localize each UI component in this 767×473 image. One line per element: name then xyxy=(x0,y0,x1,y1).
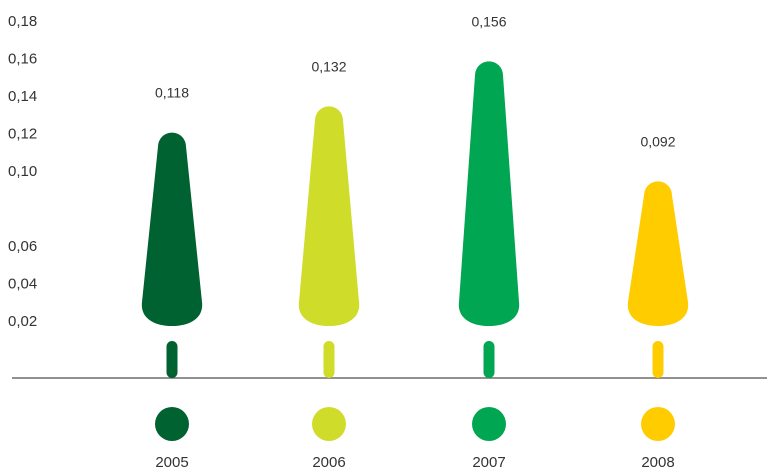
tree-bars: 0,118 2005 0,132 2006 0,156 2007 0,092 2008 xyxy=(141,13,689,471)
tree-bar-2008: 0,092 2008 xyxy=(627,133,689,471)
bar-trunk xyxy=(483,341,495,378)
y-axis-tick-labels: 0,02 0,04 0,06 0,10 0,12 0,14 0,16 0,18 xyxy=(8,13,37,330)
bar-canopy xyxy=(298,106,360,326)
y-tick-label: 0,10 xyxy=(8,163,37,180)
y-tick-label: 0,14 xyxy=(8,88,37,105)
y-tick-label: 0,06 xyxy=(8,238,37,255)
bar-trunk xyxy=(652,341,664,378)
category-dot xyxy=(312,407,346,441)
y-tick-label: 0,18 xyxy=(8,13,37,30)
tree-bar-2006: 0,132 2006 xyxy=(298,58,360,471)
tree-bar-2007: 0,156 2007 xyxy=(458,13,520,471)
tree-bar-2005: 0,118 2005 xyxy=(141,85,203,471)
y-tick-label: 0,04 xyxy=(8,276,37,293)
data-label: 0,092 xyxy=(640,133,675,149)
bar-canopy xyxy=(627,181,689,326)
bar-trunk xyxy=(323,341,335,378)
category-dot xyxy=(641,407,675,441)
y-tick-label: 0,16 xyxy=(8,51,37,68)
bar-trunk xyxy=(166,341,178,378)
bar-canopy xyxy=(141,132,203,326)
x-tick-label: 2007 xyxy=(472,454,505,471)
x-tick-label: 2008 xyxy=(641,454,674,471)
x-tick-label: 2006 xyxy=(312,454,345,471)
data-label: 0,156 xyxy=(471,13,506,29)
category-dot xyxy=(472,407,506,441)
x-tick-label: 2005 xyxy=(155,454,188,471)
data-label: 0,132 xyxy=(311,58,346,74)
y-tick-label: 0,12 xyxy=(8,126,37,143)
data-label: 0,118 xyxy=(155,85,189,101)
y-tick-label: 0,02 xyxy=(8,313,37,330)
category-dot xyxy=(155,407,189,441)
bar-canopy xyxy=(458,61,520,327)
